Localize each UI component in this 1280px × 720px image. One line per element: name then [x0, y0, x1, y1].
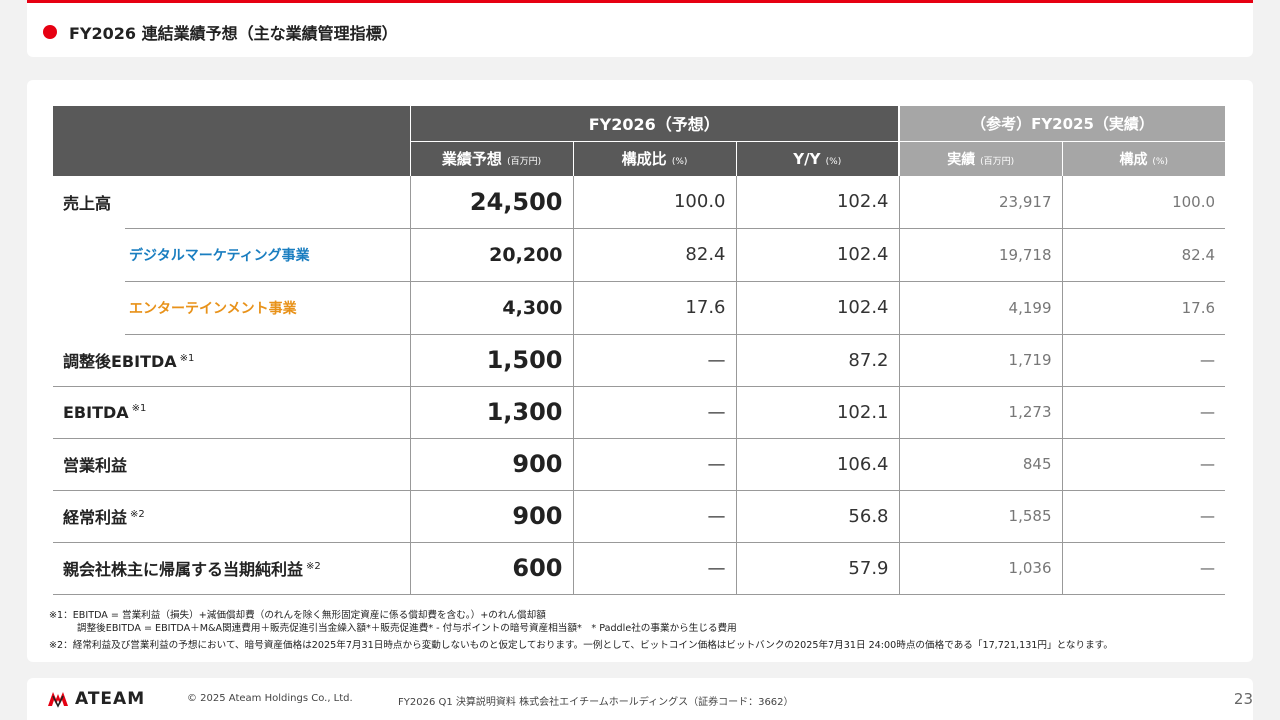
title-bullet-icon	[43, 25, 57, 39]
company-logo: ATEAM	[47, 688, 145, 710]
col-header-yoy: Y/Y (%)	[735, 140, 899, 176]
actual-value: 1,273	[898, 386, 1062, 439]
col-header-ratio: 構成比 (%)	[572, 140, 736, 176]
composition-value: —	[1061, 542, 1226, 595]
table-row: 営業利益 900 — 106.4 845 —	[53, 438, 1226, 491]
forecast-group-header: FY2026（予想）	[409, 106, 899, 141]
footnote-1: ※1：EBITDA = 営業利益（損失）+減価償却費（のれんを除く無形固定資産に…	[49, 610, 546, 621]
composition-value: 82.4	[1061, 228, 1226, 282]
footnote-1-detail: 調整後EBITDA = EBITDA＋M&A関連費用＋販売促進引当金繰入額*＋販…	[77, 623, 737, 634]
table-row: エンターテインメント事業 4,300 17.6 102.4 4,199 17.6	[49, 280, 1226, 335]
actual-value: 19,718	[898, 228, 1062, 282]
forecast-value: 600	[409, 542, 573, 595]
row-label: 営業利益	[53, 438, 410, 491]
actual-value: 1,036	[898, 542, 1062, 595]
col-header-composition: 構成 (%)	[1061, 140, 1226, 176]
yoy-value: 106.4	[735, 438, 899, 491]
logo-text: ATEAM	[75, 689, 146, 709]
ratio-value: 82.4	[572, 228, 736, 282]
yoy-value: 102.4	[735, 176, 899, 229]
forecast-value: 1,500	[409, 334, 573, 387]
row-label: 売上高	[53, 176, 410, 229]
composition-value: 100.0	[1061, 176, 1226, 229]
ratio-value: —	[572, 334, 736, 387]
actual-value: 1,585	[898, 490, 1062, 543]
composition-value: 17.6	[1061, 281, 1226, 335]
col-header-actual: 実績 (百万円)	[898, 140, 1062, 176]
table-row: 経常利益 ※2 900 — 56.8 1,585 —	[53, 490, 1226, 543]
row-label: EBITDA ※1	[53, 386, 410, 439]
forecast-value: 4,300	[409, 281, 573, 335]
forecast-value: 24,500	[409, 176, 573, 229]
row-label: 親会社株主に帰属する当期純利益 ※2	[53, 542, 410, 595]
row-label: 調整後EBITDA ※1	[53, 334, 410, 387]
composition-value: —	[1061, 490, 1226, 543]
row-label: デジタルマーケティング事業	[49, 227, 410, 282]
reference-group-header: （参考）FY2025（実績）	[897, 106, 1226, 141]
table-row: EBITDA ※1 1,300 — 102.1 1,273 —	[53, 386, 1226, 439]
actual-value: 23,917	[898, 176, 1062, 229]
forecast-value: 1,300	[409, 386, 573, 439]
table-corner	[53, 106, 410, 176]
yoy-value: 102.4	[735, 228, 899, 282]
row-label: 経常利益 ※2	[53, 490, 410, 543]
table-row: 売上高 24,500 100.0 102.4 23,917 100.0	[53, 176, 1226, 229]
table-row: 調整後EBITDA ※1 1,500 — 87.2 1,719 —	[53, 334, 1226, 387]
forecast-table: FY2026（予想） （参考）FY2025（実績） 業績予想 (百万円) 構成比…	[49, 106, 1226, 595]
yoy-value: 87.2	[735, 334, 899, 387]
yoy-value: 102.1	[735, 386, 899, 439]
forecast-value: 20,200	[409, 228, 573, 282]
actual-value: 845	[898, 438, 1062, 491]
composition-value: —	[1061, 386, 1226, 439]
ratio-value: —	[572, 386, 736, 439]
page-number: 23	[1233, 690, 1253, 708]
composition-value: —	[1061, 334, 1226, 387]
title-card: FY2026 連結業績予想（主な業績管理指標）	[27, 0, 1253, 57]
row-label: エンターテインメント事業	[49, 280, 410, 335]
table-row: デジタルマーケティング事業 20,200 82.4 102.4 19,718 8…	[49, 227, 1226, 282]
col-header-forecast: 業績予想 (百万円)	[409, 140, 573, 176]
document-name: FY2026 Q1 決算説明資料 株式会社エイチームホールディングス（証券コード…	[398, 697, 794, 708]
footer: ATEAM © 2025 Ateam Holdings Co., Ltd. FY…	[27, 678, 1253, 720]
copyright: © 2025 Ateam Holdings Co., Ltd.	[187, 693, 353, 704]
forecast-card: FY2026（予想） （参考）FY2025（実績） 業績予想 (百万円) 構成比…	[27, 80, 1253, 662]
yoy-value: 57.9	[735, 542, 899, 595]
footnotes: ※1：EBITDA = 営業利益（損失）+減価償却費（のれんを除く無形固定資産に…	[49, 609, 1113, 652]
ratio-value: —	[572, 438, 736, 491]
page-title: FY2026 連結業績予想（主な業績管理指標）	[69, 24, 398, 43]
ratio-value: 100.0	[572, 176, 736, 229]
yoy-value: 56.8	[735, 490, 899, 543]
forecast-value: 900	[409, 490, 573, 543]
footnote-2: ※2：経常利益及び営業利益の予想において、暗号資産価格は2025年7月31日時点…	[49, 640, 1113, 651]
actual-value: 4,199	[898, 281, 1062, 335]
ratio-value: 17.6	[572, 281, 736, 335]
forecast-value: 900	[409, 438, 573, 491]
composition-value: —	[1061, 438, 1226, 491]
yoy-value: 102.4	[735, 281, 899, 335]
ratio-value: —	[572, 490, 736, 543]
ateam-logo-icon	[48, 692, 68, 708]
ratio-value: —	[572, 542, 736, 595]
table-row: 親会社株主に帰属する当期純利益 ※2 600 — 57.9 1,036 —	[53, 542, 1226, 595]
actual-value: 1,719	[898, 334, 1062, 387]
